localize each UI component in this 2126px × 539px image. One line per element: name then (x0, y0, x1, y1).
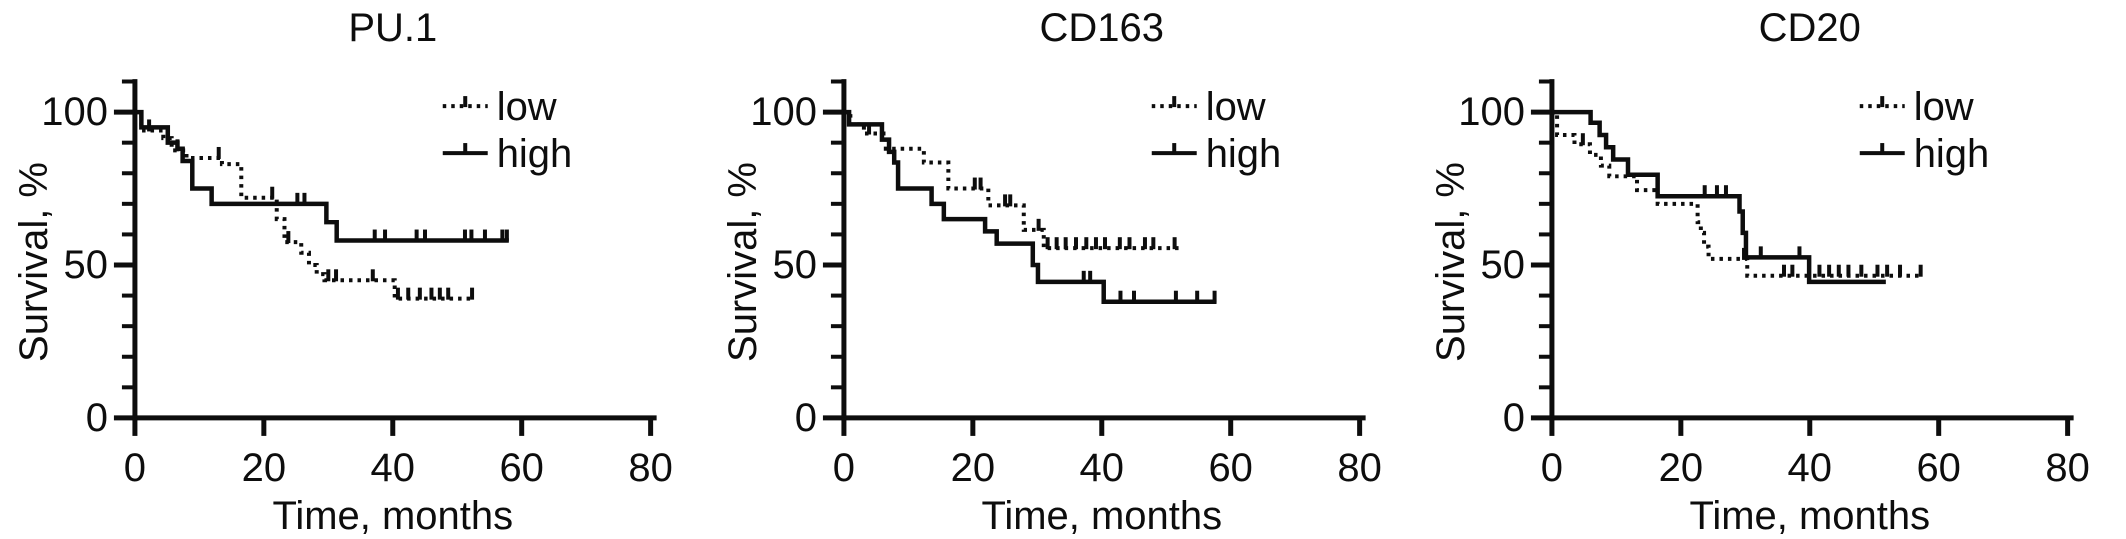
x-tick-label-80: 80 (2046, 446, 2090, 490)
legend-label-high: high (1205, 132, 1281, 176)
series-high (843, 109, 1217, 304)
chart-pu1: 0 50 100 0 20 40 60 80 PU.1 Time, months Survival,… (12, 6, 673, 538)
series-low-curve (134, 110, 474, 301)
y-tick-label-0: 0 (1503, 396, 1525, 440)
x-tick-label-0: 0 (832, 446, 854, 490)
y-axis-label: Survival, % (721, 162, 765, 362)
x-tick-label-80: 80 (628, 446, 672, 490)
x-tick-label-40: 40 (1079, 446, 1123, 490)
chart-title: CD163 (1039, 6, 1163, 50)
x-tick-label-20: 20 (1659, 446, 1703, 490)
series-high-curve (843, 109, 1217, 304)
x-tick-label-0: 0 (124, 446, 146, 490)
series-low (1552, 110, 1923, 278)
series-high-curve (1552, 109, 1887, 285)
x-tick-label-0: 0 (1541, 446, 1563, 490)
y-tick-label-100: 100 (1458, 90, 1525, 134)
chart-title: CD20 (1759, 6, 1861, 50)
y-tick-label-50: 50 (63, 243, 107, 287)
y-axis-label: Survival, % (1429, 162, 1473, 362)
x-tick-label-20: 20 (950, 446, 994, 490)
series-low (134, 110, 475, 301)
y-tick-label-100: 100 (750, 90, 817, 134)
legend-item-low: low (1151, 85, 1265, 129)
y-tick-label-0: 0 (794, 396, 816, 440)
x-tick-label-40: 40 (1788, 446, 1832, 490)
x-tick-label-60: 60 (499, 446, 543, 490)
legend-label-low: low (1205, 85, 1265, 129)
series-high (134, 109, 509, 243)
legend-label-high: high (497, 132, 573, 176)
y-axis-label: Survival, % (12, 162, 56, 362)
x-tick-label-40: 40 (371, 446, 415, 490)
y-tick-label-50: 50 (772, 243, 816, 287)
y-tick-label-100: 100 (41, 90, 108, 134)
legend-item-high: high (1859, 132, 1990, 176)
series-low-curve (843, 110, 1181, 251)
y-tick-label-0: 0 (86, 396, 108, 440)
chart-cd20: 0 50 100 0 20 40 60 80 CD20 Time, months Survival,… (1429, 6, 2090, 538)
x-axis-label: Time, months (981, 494, 1222, 538)
x-axis-label: Time, months (272, 494, 513, 538)
x-tick-label-20: 20 (242, 446, 286, 490)
legend-item-low: low (1859, 85, 1974, 129)
legend-item-high: high (1151, 132, 1281, 176)
x-tick-label-80: 80 (1337, 446, 1381, 490)
legend-label-low: low (1914, 85, 1974, 129)
series-low (843, 110, 1181, 251)
x-tick-label-60: 60 (1208, 446, 1252, 490)
legend-label-low: low (497, 85, 557, 129)
x-axis-label: Time, months (1690, 494, 1931, 538)
legend-item-high: high (442, 132, 573, 176)
series-high (1552, 109, 1887, 285)
x-tick-label-60: 60 (1917, 446, 1961, 490)
legend-item-low: low (442, 85, 557, 129)
legend-label-high: high (1914, 132, 1990, 176)
series-high-curve (134, 109, 509, 243)
chart-title: PU.1 (348, 6, 437, 50)
y-tick-label-50: 50 (1481, 243, 1525, 287)
chart-cd163: 0 50 100 0 20 40 60 80 CD163 Time, months Survival… (721, 6, 1382, 538)
series-low-curve (1552, 110, 1923, 278)
